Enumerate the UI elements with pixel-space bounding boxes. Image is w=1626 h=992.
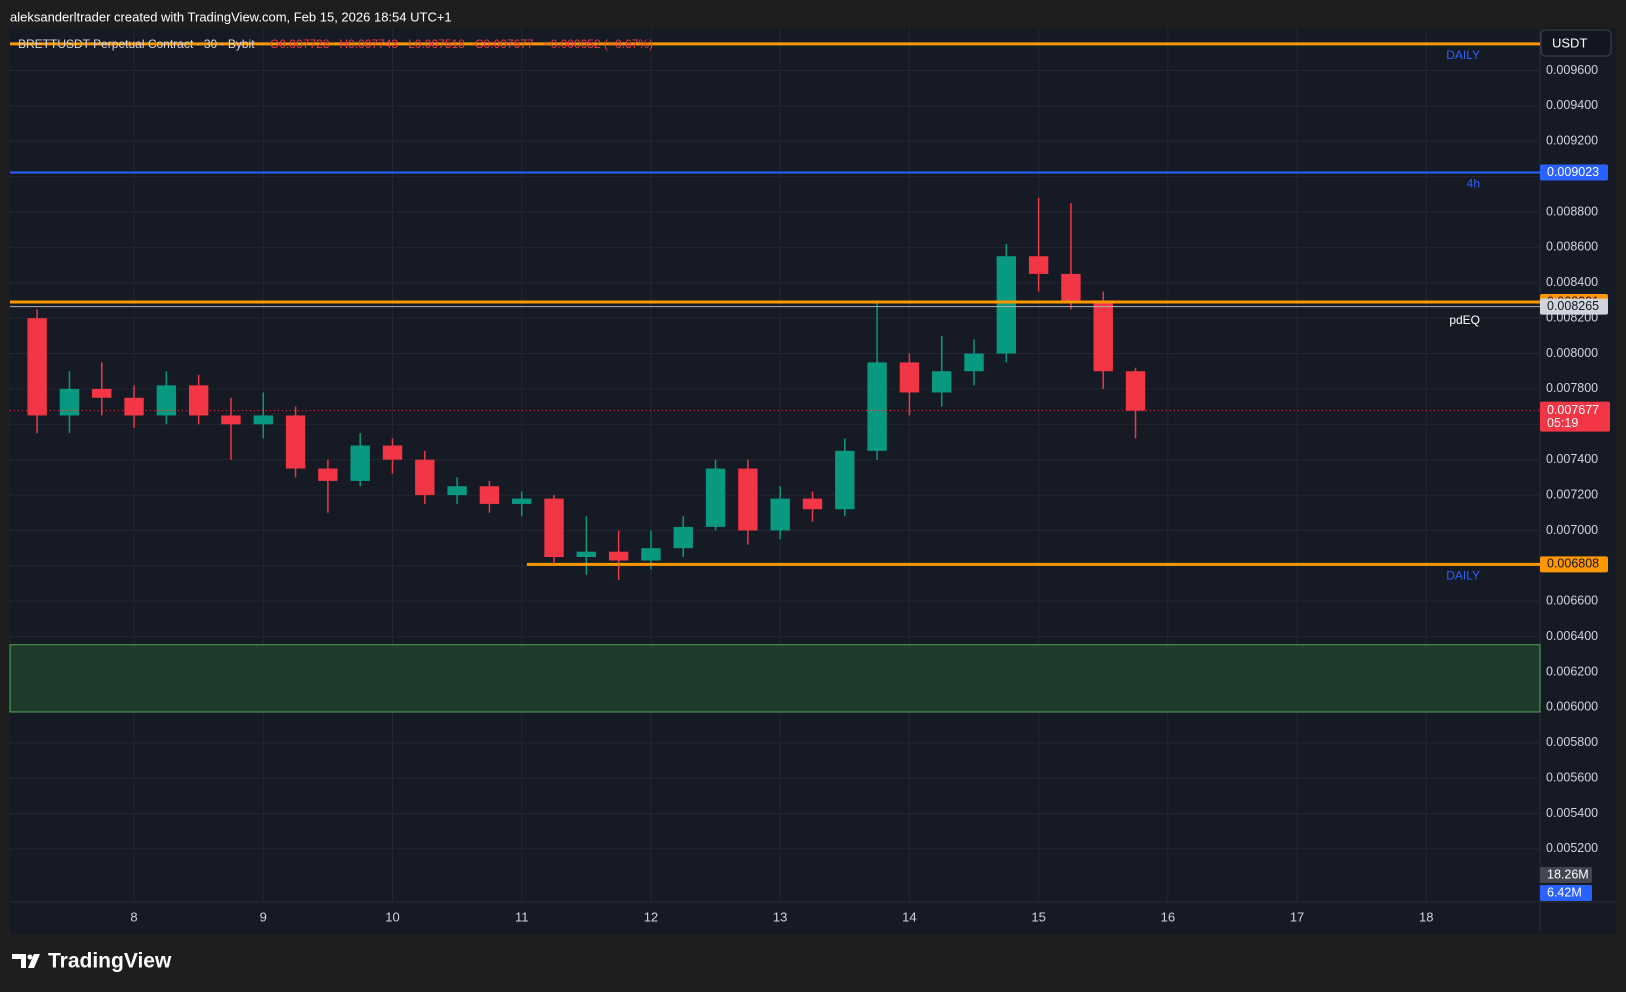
candle-body: [867, 362, 887, 451]
y-tick-label: 0.005800: [1546, 735, 1598, 749]
candle-body: [318, 468, 338, 481]
candle-body: [964, 353, 984, 372]
legend-value: O0.007728: [270, 37, 330, 51]
x-tick-label: 11: [515, 909, 529, 924]
candle-body: [1061, 273, 1081, 301]
x-tick-label: 10: [385, 909, 399, 924]
legend-value: H0.007743: [339, 37, 398, 51]
candle-body: [544, 498, 564, 557]
candle-body: [932, 371, 952, 393]
candle-body: [802, 498, 823, 510]
y-tick-label: 0.006400: [1546, 629, 1598, 643]
y-tick-label: 0.008600: [1546, 240, 1598, 254]
currency: USDT: [1552, 35, 1587, 50]
candle-body: [512, 498, 532, 504]
y-tick-label: 0.008800: [1546, 204, 1598, 218]
candle-body: [1125, 371, 1146, 411]
x-tick-label: 14: [902, 909, 916, 924]
y-tick-label: 0.006000: [1546, 700, 1598, 714]
candle-body: [899, 362, 920, 393]
candle-body: [673, 526, 693, 549]
level-tag: pdEQ: [1449, 313, 1480, 327]
volume-label: 6.42M: [1547, 885, 1582, 899]
x-tick-label: 18: [1419, 909, 1433, 924]
legend-value: −0.000052 (−0.67%): [544, 37, 653, 51]
x-tick-label: 17: [1290, 909, 1304, 924]
candle-body: [576, 551, 597, 557]
candle-body: [253, 415, 273, 425]
y-tick-label: 0.007200: [1546, 487, 1598, 501]
header: aleksanderltrader created with TradingVi…: [10, 9, 452, 24]
brand-logo: [12, 954, 40, 968]
candle-body: [835, 450, 855, 510]
candle-body: [996, 256, 1017, 354]
candle-body: [479, 486, 500, 504]
candle-body: [738, 468, 758, 531]
level-tag: DAILY: [1446, 48, 1480, 62]
y-tick-label: 0.006600: [1546, 594, 1598, 608]
y-tick-label: 0.007000: [1546, 523, 1598, 537]
level-tag: DAILY: [1446, 569, 1480, 583]
volume-tag: [1540, 867, 1592, 883]
candle-body: [770, 498, 790, 531]
candle-body: [382, 445, 403, 460]
axis-tag: [1540, 298, 1608, 315]
y-tick-label: 0.005600: [1546, 770, 1598, 784]
x-tick-label: 9: [260, 909, 267, 924]
y-tick-label: 0.009200: [1546, 134, 1598, 148]
candle-body: [285, 415, 306, 469]
x-tick-label: 16: [1161, 909, 1175, 924]
candle-body: [705, 468, 726, 527]
candle-body: [641, 548, 661, 561]
countdown: 05:19: [1547, 416, 1578, 430]
candle-body: [27, 318, 47, 416]
y-tick-label: 0.008000: [1546, 346, 1598, 360]
volume-tag: [1540, 885, 1592, 901]
candle-body: [92, 388, 112, 398]
legend-value: C0.007677: [475, 37, 534, 51]
candle-body: [221, 415, 241, 425]
level-tag: 4h: [1467, 177, 1480, 191]
candle-body: [124, 397, 144, 416]
candle-body: [350, 445, 370, 481]
candle-body: [608, 551, 629, 561]
x-tick-label: 13: [773, 909, 787, 924]
x-tick-label: 8: [130, 909, 137, 924]
candle-body: [59, 388, 80, 416]
last-price-tag: [1540, 401, 1610, 432]
x-tick-label: 15: [1031, 909, 1045, 924]
axis-tag: [1540, 556, 1608, 573]
candle-body: [1093, 300, 1113, 372]
y-tick-label: 0.009600: [1546, 63, 1598, 77]
y-tick-label: 0.006200: [1546, 664, 1598, 678]
zone: [9, 644, 1541, 713]
currency-box: [1540, 29, 1612, 57]
y-tick-label: 0.008400: [1546, 275, 1598, 289]
brand: TradingView: [48, 950, 172, 973]
axis-tag-label: 0.008265: [1547, 299, 1599, 313]
axis-tag-label: 0.006808: [1547, 557, 1599, 571]
last-price-label: 0.007677: [1547, 403, 1599, 417]
x-tick-label: 12: [644, 909, 658, 924]
y-tick-label: 0.007800: [1546, 381, 1598, 395]
chart-frame: [10, 28, 1616, 934]
legend-value: L0.007518: [408, 37, 465, 51]
axis-tag-label: 0.009023: [1547, 165, 1599, 179]
candle-body: [447, 486, 467, 496]
axis-tag: [1540, 164, 1608, 181]
candle-body: [1028, 256, 1049, 274]
candle-body: [188, 385, 209, 416]
y-tick-label: 0.009400: [1546, 98, 1598, 112]
y-tick-label: 0.005400: [1546, 806, 1598, 820]
volume-label: 18.26M: [1547, 867, 1589, 881]
y-tick-label: 0.005200: [1546, 841, 1598, 855]
symbol-title: BRETTUSDT Perpetual Contract · 30 · Bybi…: [18, 37, 255, 51]
candle-body: [156, 385, 177, 416]
y-tick-label: 0.007400: [1546, 452, 1598, 466]
candle-body: [415, 459, 435, 496]
